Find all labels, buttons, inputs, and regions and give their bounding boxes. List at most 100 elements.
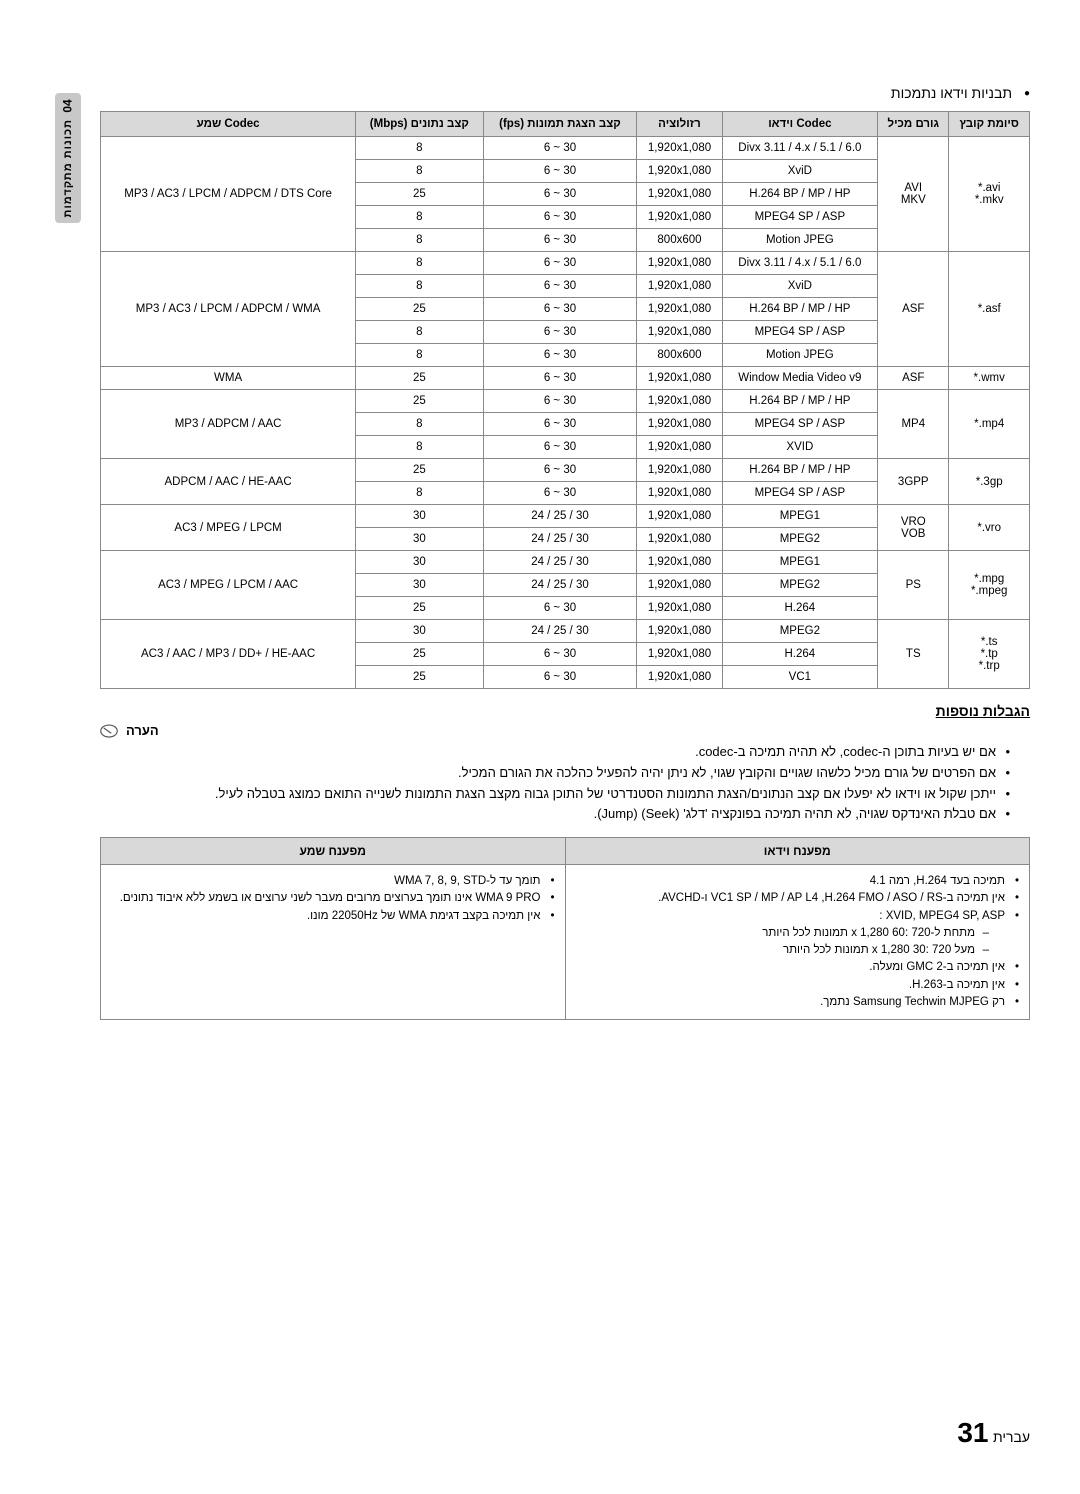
codec-rate: 25: [356, 390, 483, 413]
codec-res: 1,920x1,080: [637, 436, 722, 459]
codec-res: 1,920x1,080: [637, 137, 722, 160]
decoder-video-subitem: מתחת ל-720 :60 x 1,280 תמונות לכל היותר: [576, 925, 990, 942]
file-ext: *.mp4: [949, 390, 1030, 459]
codec-res: 1,920x1,080: [637, 160, 722, 183]
container: 3GPP: [878, 459, 949, 505]
audio-codec: WMA: [101, 367, 356, 390]
decoder-video-item: אין תמיכה ב-H.263.: [576, 977, 1020, 994]
codec-rate: 25: [356, 666, 483, 689]
codec-video: Divx 3.11 / 4.x / 5.1 / 6.0: [722, 137, 878, 160]
file-ext: *.ts*.tp*.trp: [949, 620, 1030, 689]
codec-rate: 8: [356, 413, 483, 436]
codec-header: Codec וידאו: [722, 112, 878, 137]
codec-header: קצב הצגת תמונות (fps): [483, 112, 637, 137]
codec-fps: 6 ~ 30: [483, 597, 637, 620]
container: MP4: [878, 390, 949, 459]
codec-video: MPEG4 SP / ASP: [722, 206, 878, 229]
codec-video: MPEG1: [722, 551, 878, 574]
codec-res: 1,920x1,080: [637, 505, 722, 528]
codec-video: MPEG1: [722, 505, 878, 528]
table-row: *.3gp3GPPH.264 BP / MP / HP1,920x1,0806 …: [101, 459, 1030, 482]
codec-fps: 6 ~ 30: [483, 643, 637, 666]
page-number: עברית 31: [957, 1417, 1030, 1449]
note-label: הערה: [126, 723, 159, 738]
codec-res: 1,920x1,080: [637, 643, 722, 666]
file-ext: *.asf: [949, 252, 1030, 367]
codec-video: H.264 BP / MP / HP: [722, 183, 878, 206]
codec-fps: 24 / 25 / 30: [483, 505, 637, 528]
codec-video: XviD: [722, 160, 878, 183]
decoder-table: מפענח וידאו מפענח שמע תמיכה בעד H.264, ר…: [100, 837, 1030, 1020]
decoder-audio-cell: תומך עד ל-WMA 7, 8, 9, STDWMA 9 PRO אינו…: [101, 865, 566, 1020]
note-item: אם יש בעיות בתוכן ה-codec, לא תהיה תמיכה…: [100, 742, 1010, 763]
table-row: *.ts*.tp*.trpTSMPEG21,920x1,08024 / 25 /…: [101, 620, 1030, 643]
note-item: ייתכן שקול או וידאו לא יפעלו אם קצב הנתו…: [100, 784, 1010, 805]
decoder-video-subitem: מעל 720 :30 x 1,280 תמונות לכל היותר: [576, 942, 990, 959]
table-row: *.asfASFDivx 3.11 / 4.x / 5.1 / 6.01,920…: [101, 252, 1030, 275]
codec-res: 1,920x1,080: [637, 528, 722, 551]
codec-video: Window Media Video v9: [722, 367, 878, 390]
decoder-video-item: XVID, MPEG4 SP, ASP :מתחת ל-720 :60 x 1,…: [576, 908, 1020, 960]
decoder-audio-item: אין תמיכה בקצב דגימת WMA של 22050Hz מונו…: [111, 908, 555, 925]
codec-fps: 6 ~ 30: [483, 390, 637, 413]
codec-header: קצב נתונים (Mbps): [356, 112, 483, 137]
codec-video: MPEG4 SP / ASP: [722, 482, 878, 505]
codec-rate: 8: [356, 206, 483, 229]
codec-rate: 25: [356, 298, 483, 321]
decoder-header-audio: מפענח שמע: [101, 838, 566, 865]
codec-res: 1,920x1,080: [637, 252, 722, 275]
table-row: *.mpg*.mpegPSMPEG11,920x1,08024 / 25 / 3…: [101, 551, 1030, 574]
codec-fps: 6 ~ 30: [483, 298, 637, 321]
decoder-video-item: אין תמיכה ב-GMC 2 ומעלה.: [576, 959, 1020, 976]
codec-rate: 30: [356, 505, 483, 528]
codec-video: H.264 BP / MP / HP: [722, 298, 878, 321]
codec-video: Divx 3.11 / 4.x / 5.1 / 6.0: [722, 252, 878, 275]
codec-rate: 25: [356, 643, 483, 666]
codec-fps: 24 / 25 / 30: [483, 620, 637, 643]
codec-video: XviD: [722, 275, 878, 298]
note-item: אם טבלת האינדקס שגויה, לא תהיה תמיכה בפו…: [100, 804, 1010, 825]
table-row: *.mp4MP4H.264 BP / MP / HP1,920x1,0806 ~…: [101, 390, 1030, 413]
codec-rate: 25: [356, 367, 483, 390]
codec-rate: 8: [356, 252, 483, 275]
codec-fps: 6 ~ 30: [483, 183, 637, 206]
decoder-audio-item: תומך עד ל-WMA 7, 8, 9, STD: [111, 873, 555, 890]
codec-video: MPEG2: [722, 620, 878, 643]
codec-rate: 25: [356, 183, 483, 206]
codec-video: Motion JPEG: [722, 344, 878, 367]
codec-fps: 6 ~ 30: [483, 206, 637, 229]
container: PS: [878, 551, 949, 620]
codec-res: 1,920x1,080: [637, 321, 722, 344]
codec-video: Motion JPEG: [722, 229, 878, 252]
codec-res: 1,920x1,080: [637, 459, 722, 482]
file-ext: *.avi*.mkv: [949, 137, 1030, 252]
page-num-value: 31: [957, 1417, 988, 1448]
codec-header: Codec שמע: [101, 112, 356, 137]
audio-codec: ADPCM / AAC / HE-AAC: [101, 459, 356, 505]
page-content: תבניות וידאו נתמכות סיומת קובץגורם מכילC…: [100, 85, 1030, 1020]
codec-res: 1,920x1,080: [637, 482, 722, 505]
codec-res: 1,920x1,080: [637, 206, 722, 229]
audio-codec: AC3 / AAC / MP3 / DD+ / HE-AAC: [101, 620, 356, 689]
codec-fps: 6 ~ 30: [483, 137, 637, 160]
codec-rate: 8: [356, 137, 483, 160]
codec-fps: 24 / 25 / 30: [483, 528, 637, 551]
container: VROVOB: [878, 505, 949, 551]
container: AVIMKV: [878, 137, 949, 252]
codec-fps: 24 / 25 / 30: [483, 574, 637, 597]
note-row: הערה: [100, 723, 1030, 738]
codec-video: H.264: [722, 643, 878, 666]
container: ASF: [878, 252, 949, 367]
decoder-video-item: תמיכה בעד H.264, רמה 4.1: [576, 873, 1020, 890]
container: TS: [878, 620, 949, 689]
codec-res: 1,920x1,080: [637, 574, 722, 597]
codec-fps: 6 ~ 30: [483, 252, 637, 275]
codec-video: XVID: [722, 436, 878, 459]
audio-codec: MP3 / ADPCM / AAC: [101, 390, 356, 459]
codec-res: 1,920x1,080: [637, 551, 722, 574]
codec-res: 800x600: [637, 229, 722, 252]
top-bullet: תבניות וידאו נתמכות: [100, 85, 1030, 101]
codec-res: 1,920x1,080: [637, 390, 722, 413]
codec-fps: 6 ~ 30: [483, 459, 637, 482]
codec-res: 1,920x1,080: [637, 413, 722, 436]
